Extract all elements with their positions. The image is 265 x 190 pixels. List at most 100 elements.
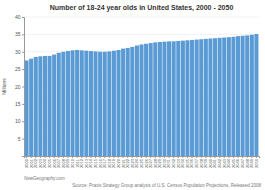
x-tick-mark (63, 156, 64, 158)
bar (149, 43, 153, 156)
bar (153, 42, 157, 156)
x-tick-mark (86, 156, 87, 158)
bar (52, 55, 56, 156)
bar (121, 49, 125, 156)
bar (199, 39, 203, 156)
bar (236, 36, 240, 156)
x-tick-mark (127, 156, 128, 158)
x-tick-mark (256, 156, 257, 158)
x-tick-mark (178, 156, 179, 158)
x-tick-mark (141, 156, 142, 158)
bar (116, 50, 120, 156)
chart: 5101520253035402000200120022003200420052… (0, 0, 265, 190)
bar (139, 44, 143, 156)
x-tick-mark (238, 156, 239, 158)
bar (80, 50, 84, 156)
y-tick-label: 30 (15, 49, 21, 55)
x-tick-mark (44, 156, 45, 158)
bar (218, 38, 222, 156)
x-tick-mark (233, 156, 234, 158)
y-tick: 30 (15, 49, 24, 55)
y-tick: 35 (15, 31, 24, 37)
x-tick-mark (81, 156, 82, 158)
x-tick-mark (182, 156, 183, 158)
x-tick-mark (72, 156, 73, 158)
y-tick-mark (22, 17, 24, 18)
bar (112, 51, 116, 156)
y-tick-mark (22, 34, 24, 35)
x-axis-line (25, 157, 260, 159)
x-tick-mark (100, 156, 101, 158)
bar (144, 44, 148, 156)
x-tick-mark (67, 156, 68, 158)
x-tick-mark (118, 156, 119, 158)
x-tick-label: 2050 (254, 158, 259, 168)
x-tick-mark (35, 156, 36, 158)
x-tick-mark (205, 156, 206, 158)
y-tick-mark (22, 87, 24, 88)
x-tick-mark (150, 156, 151, 158)
x-tick-mark (54, 156, 55, 158)
y-tick-label: 25 (15, 66, 21, 72)
y-tick: 20 (15, 84, 24, 90)
bar (34, 57, 38, 156)
y-tick-label: 35 (15, 31, 21, 37)
y-tick-mark (22, 69, 24, 70)
x-tick-mark (77, 156, 78, 158)
x-tick-mark (109, 156, 110, 158)
bar (227, 37, 231, 156)
bar (172, 41, 176, 156)
x-tick-mark (40, 156, 41, 158)
x-tick-mark (95, 156, 96, 158)
bar (167, 41, 171, 156)
bar (25, 60, 29, 156)
bar (98, 52, 102, 156)
x-tick-mark (113, 156, 114, 158)
x-tick-mark (169, 156, 170, 158)
y-axis-line (22, 18, 25, 157)
bar (38, 56, 42, 156)
note-left: NewGeography.com (24, 176, 65, 181)
bar (43, 56, 47, 156)
x-tick-mark (196, 156, 197, 158)
y-tick-label: 10 (15, 118, 21, 124)
chart-container: 5101520253035402000200120022003200420052… (0, 0, 265, 190)
bar (94, 51, 98, 156)
bar (158, 42, 162, 156)
bar (213, 38, 217, 156)
bar (181, 41, 185, 156)
bar (126, 48, 130, 156)
y-tick: 25 (15, 66, 24, 72)
x-tick-mark (173, 156, 174, 158)
bar (61, 52, 65, 156)
x-tick-mark (201, 156, 202, 158)
x-tick-mark (146, 156, 147, 158)
bar (254, 34, 258, 156)
bar (195, 40, 199, 156)
bar (222, 38, 226, 156)
bar (75, 50, 79, 156)
bar (29, 59, 33, 156)
x-tick-mark (164, 156, 165, 158)
x-tick-mark (159, 156, 160, 158)
bar (130, 47, 134, 156)
x-tick-mark (90, 156, 91, 158)
bar (241, 36, 245, 156)
bar (84, 51, 88, 156)
note-right: Source: Praxis Strategy Group analysis o… (72, 183, 261, 188)
x-tick-mark (228, 156, 229, 158)
y-tick: 10 (15, 118, 24, 124)
y-tick-label: 40 (15, 14, 21, 20)
x-tick-mark (242, 156, 243, 158)
bars (25, 34, 259, 156)
bar (204, 39, 208, 156)
bar (185, 40, 189, 156)
bar (107, 51, 111, 156)
bar (250, 35, 254, 156)
bar (162, 42, 166, 156)
x-tick-mark (224, 156, 225, 158)
plot: 5101520253035402000200120022003200420052… (15, 14, 260, 168)
x-tick-mark (155, 156, 156, 158)
x-tick-mark (192, 156, 193, 158)
bar (231, 37, 235, 156)
